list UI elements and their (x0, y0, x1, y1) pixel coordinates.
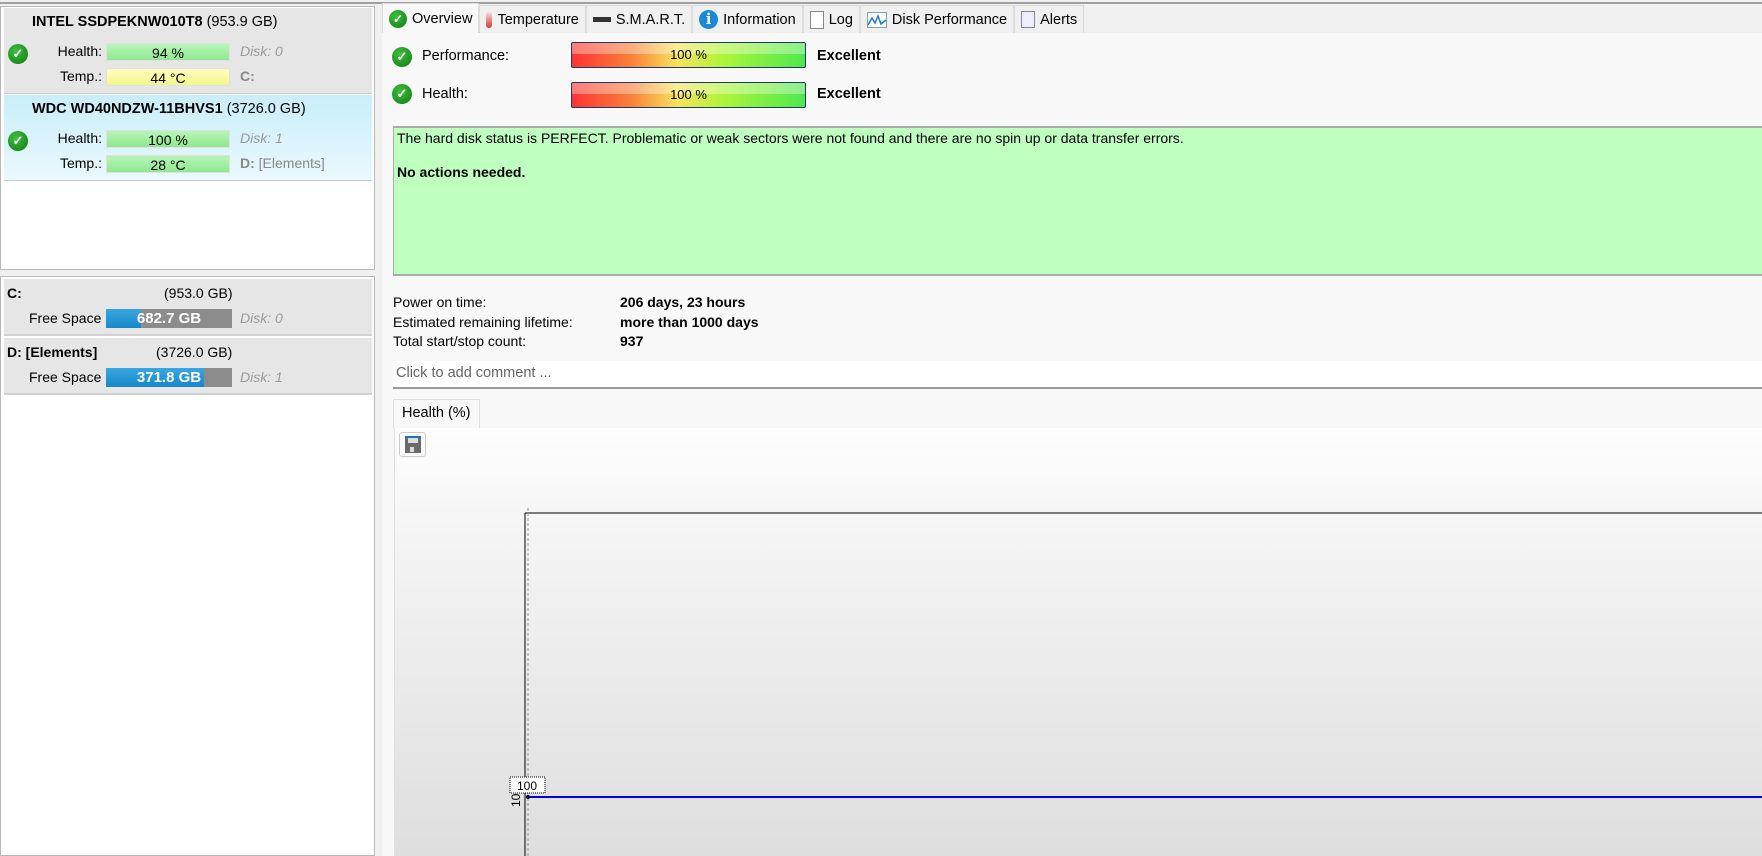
drive-letter: D: (240, 155, 255, 171)
document-icon (809, 10, 824, 29)
health-label: Health: (57, 43, 102, 59)
info-value: more than 1000 days (620, 314, 759, 330)
volume-list: C: (953.0 GB) Free Space 682.7 GB Disk: … (0, 276, 375, 856)
free-space-label: Free Space (29, 310, 102, 326)
temp-bar: 28 °C (106, 155, 230, 173)
check-icon: ✓ (389, 9, 407, 28)
disk-number: Disk: 1 (240, 130, 283, 146)
info-icon: i (699, 10, 719, 29)
tab-label: S.M.A.R.T. (615, 11, 686, 28)
check-icon: ✓ (8, 44, 28, 64)
tab-disk-performance[interactable]: Disk Performance (859, 5, 1015, 33)
health-label: Health: (422, 86, 468, 102)
free-space-bar: 682.7 GB (106, 309, 232, 328)
temp-label: Temp.: (59, 155, 102, 171)
tab-bar: ✓ Overview Temperature S.M.A.R.T. i Inform… (382, 3, 1085, 33)
disk-number: Disk: 0 (240, 43, 283, 59)
health-bar: 94 % (106, 43, 230, 61)
chart-icon (866, 11, 887, 28)
status-action: No actions needed. (397, 164, 526, 180)
drive-label: [Elements] (258, 155, 325, 171)
tab-alerts[interactable]: Alerts (1014, 5, 1085, 33)
save-icon (405, 436, 421, 453)
tab-information[interactable]: i Information (692, 5, 803, 33)
data-label: 100 (517, 779, 537, 793)
window-top-border (0, 2, 1762, 4)
disk-size: (953.9 GB) (206, 14, 278, 30)
data-label-box (509, 776, 546, 794)
info-label: Power on time: (393, 294, 487, 310)
disk-model: INTEL SSDPEKNW010T8 (32, 14, 203, 30)
data-point (526, 795, 530, 799)
performance-label: Performance: (422, 48, 510, 64)
volume-size: (953.0 GB) (164, 285, 233, 301)
disk-size: (3726.0 GB) (226, 101, 306, 117)
drive-letter: C: (240, 68, 255, 84)
tab-smart[interactable]: S.M.A.R.T. (585, 5, 693, 33)
volume-name: C: (7, 285, 22, 301)
health-bar: 100 % (106, 130, 230, 148)
volume-size: (3726.0 GB) (156, 344, 233, 360)
disk-list: INTEL SSDPEKNW010T8 (953.9 GB) ✓ Health:… (0, 6, 375, 270)
tab-temperature[interactable]: Temperature (479, 5, 586, 33)
tab-label: Log (828, 11, 853, 28)
tab-health-chart[interactable]: Health (%) (393, 399, 480, 428)
info-label: Total start/stop count: (393, 333, 527, 349)
check-icon: ✓ (392, 84, 412, 104)
free-space-label: Free Space (29, 369, 102, 385)
tab-label: Temperature (497, 11, 579, 28)
tab-label: Alerts (1040, 11, 1078, 28)
status-box: The hard disk status is PERFECT. Problem… (393, 126, 1762, 276)
performance-bar: 100 % (571, 42, 806, 68)
tab-label: Overview (412, 10, 473, 27)
chart-panel (394, 428, 1762, 856)
tab-label: Information (723, 11, 796, 28)
temp-label: Temp.: (59, 68, 102, 84)
drive-icon (592, 17, 611, 22)
thermometer-icon (486, 11, 493, 28)
disk-item-selected[interactable]: WDC WD40NDZW-11BHVS1 (3726.0 GB) ✓ Healt… (4, 95, 372, 181)
health-rating: Excellent (817, 86, 881, 102)
save-button[interactable] (399, 432, 426, 457)
comment-input[interactable]: Click to add comment ... (393, 361, 1762, 389)
volume-item[interactable]: D: [Elements] (3726.0 GB) Free Space 371… (4, 338, 372, 395)
health-label: Health: (57, 130, 102, 146)
info-label: Estimated remaining lifetime: (393, 314, 573, 330)
performance-rating: Excellent (817, 48, 881, 64)
info-value: 937 (620, 333, 644, 349)
tab-label: Disk Performance (891, 11, 1008, 28)
disk-item[interactable]: INTEL SSDPEKNW010T8 (953.9 GB) ✓ Health:… (4, 8, 372, 94)
volume-item[interactable]: C: (953.0 GB) Free Space 682.7 GB Disk: … (4, 279, 372, 336)
tab-overview[interactable]: ✓ Overview (382, 3, 480, 33)
health-bar: 100 % (571, 82, 806, 108)
disk-number: Disk: 1 (240, 369, 283, 385)
check-icon: ✓ (392, 47, 412, 67)
disk-number: Disk: 0 (240, 310, 283, 326)
volume-name: D: [Elements] (7, 344, 98, 360)
info-value: 206 days, 23 hours (620, 294, 746, 310)
status-text: The hard disk status is PERFECT. Problem… (397, 130, 1184, 146)
temp-bar: 44 °C (106, 68, 230, 86)
tab-log[interactable]: Log (802, 5, 860, 33)
disk-model: WDC WD40NDZW-11BHVS1 (32, 101, 223, 117)
free-space-bar: 371.8 GB (106, 368, 232, 387)
alerts-icon (1021, 11, 1036, 28)
check-icon: ✓ (8, 131, 28, 151)
